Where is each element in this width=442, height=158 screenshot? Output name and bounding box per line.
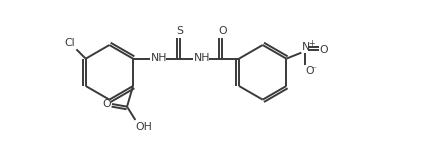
Text: N: N: [302, 42, 310, 52]
Text: O: O: [319, 45, 328, 55]
Text: ⁻: ⁻: [312, 65, 316, 74]
Text: S: S: [176, 26, 183, 36]
Text: NH: NH: [151, 53, 167, 63]
Text: O: O: [102, 99, 110, 109]
Text: Cl: Cl: [64, 38, 75, 48]
Text: +: +: [308, 39, 315, 48]
Text: OH: OH: [136, 122, 152, 132]
Text: O: O: [218, 26, 227, 36]
Text: O: O: [305, 66, 314, 76]
Text: NH: NH: [194, 53, 210, 63]
